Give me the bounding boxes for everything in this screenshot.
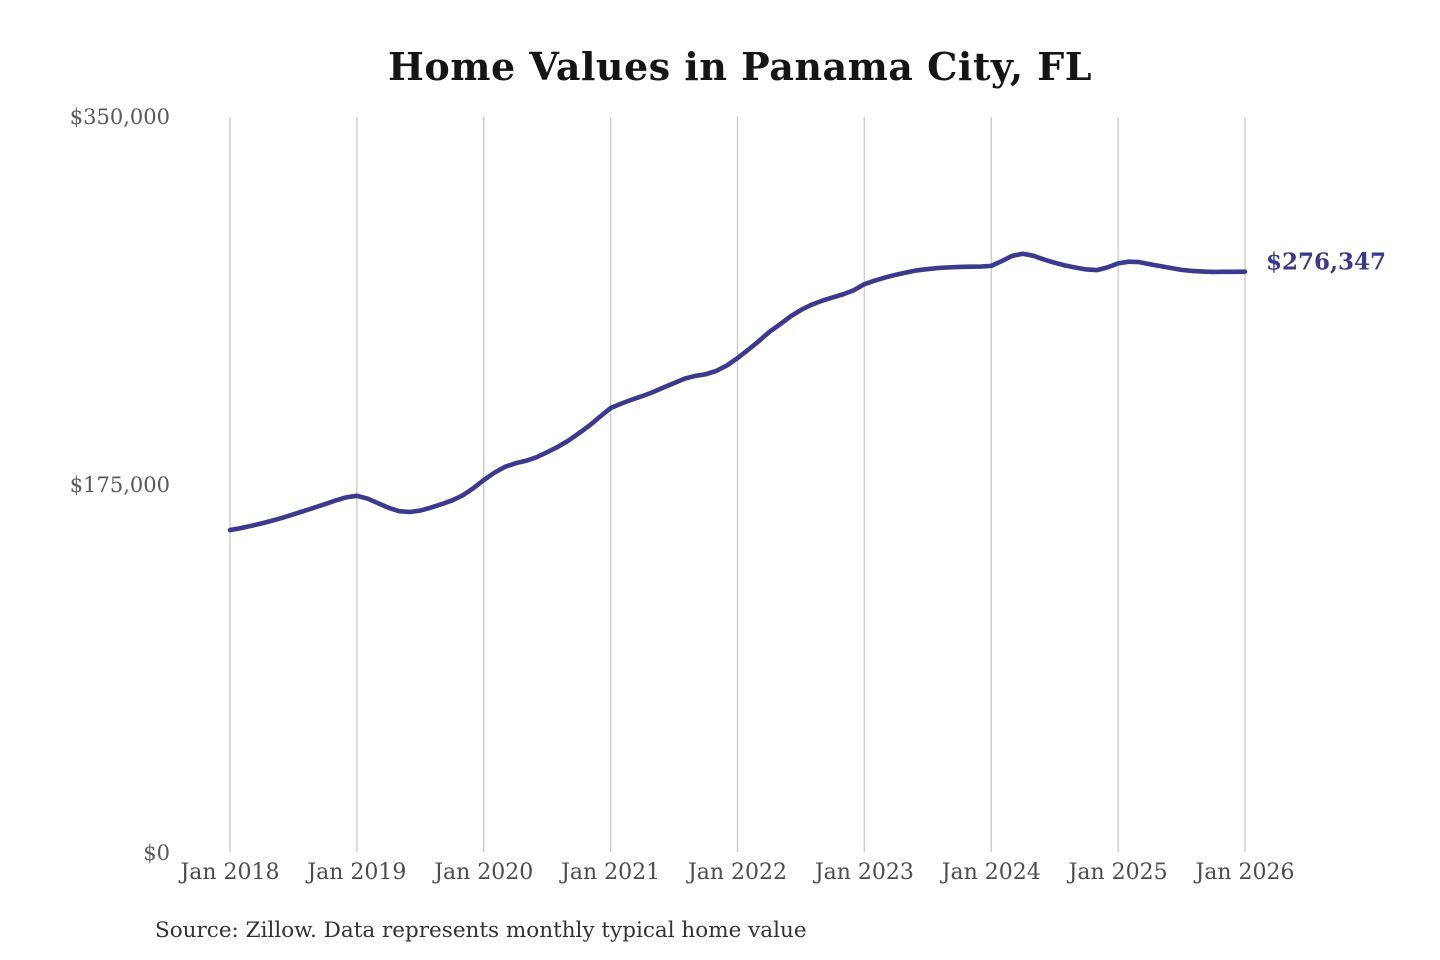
x-axis-label-jan-2019: Jan 2019 — [307, 860, 407, 885]
x-axis-label-jan-2023: Jan 2023 — [814, 860, 914, 885]
home-value-line — [227, 251, 1248, 533]
x-axis-label-jan-2026: Jan 2026 — [1195, 860, 1295, 885]
x-axis-label-jan-2024: Jan 2024 — [941, 860, 1041, 885]
end-value-label: $276,347 — [1266, 248, 1387, 276]
x-axis-label-jan-2025: Jan 2025 — [1068, 860, 1168, 885]
y-axis-label-175000: $175,000 — [69, 473, 170, 497]
gridline-group — [229, 117, 1246, 852]
page-title: Home Values in Panama City, FL — [388, 44, 1092, 89]
y-axis-label-350000: $350,000 — [69, 105, 170, 129]
x-axis-label-jan-2021: Jan 2021 — [561, 860, 661, 885]
x-axis-label-jan-2022: Jan 2022 — [687, 860, 788, 885]
x-axis-label-jan-2018: Jan 2018 — [180, 860, 280, 885]
y-axis-label-0: $0 — [143, 841, 170, 865]
x-axis-label-jan-2020: Jan 2020 — [434, 860, 534, 885]
source-note: Source: Zillow. Data represents monthly … — [155, 918, 807, 943]
